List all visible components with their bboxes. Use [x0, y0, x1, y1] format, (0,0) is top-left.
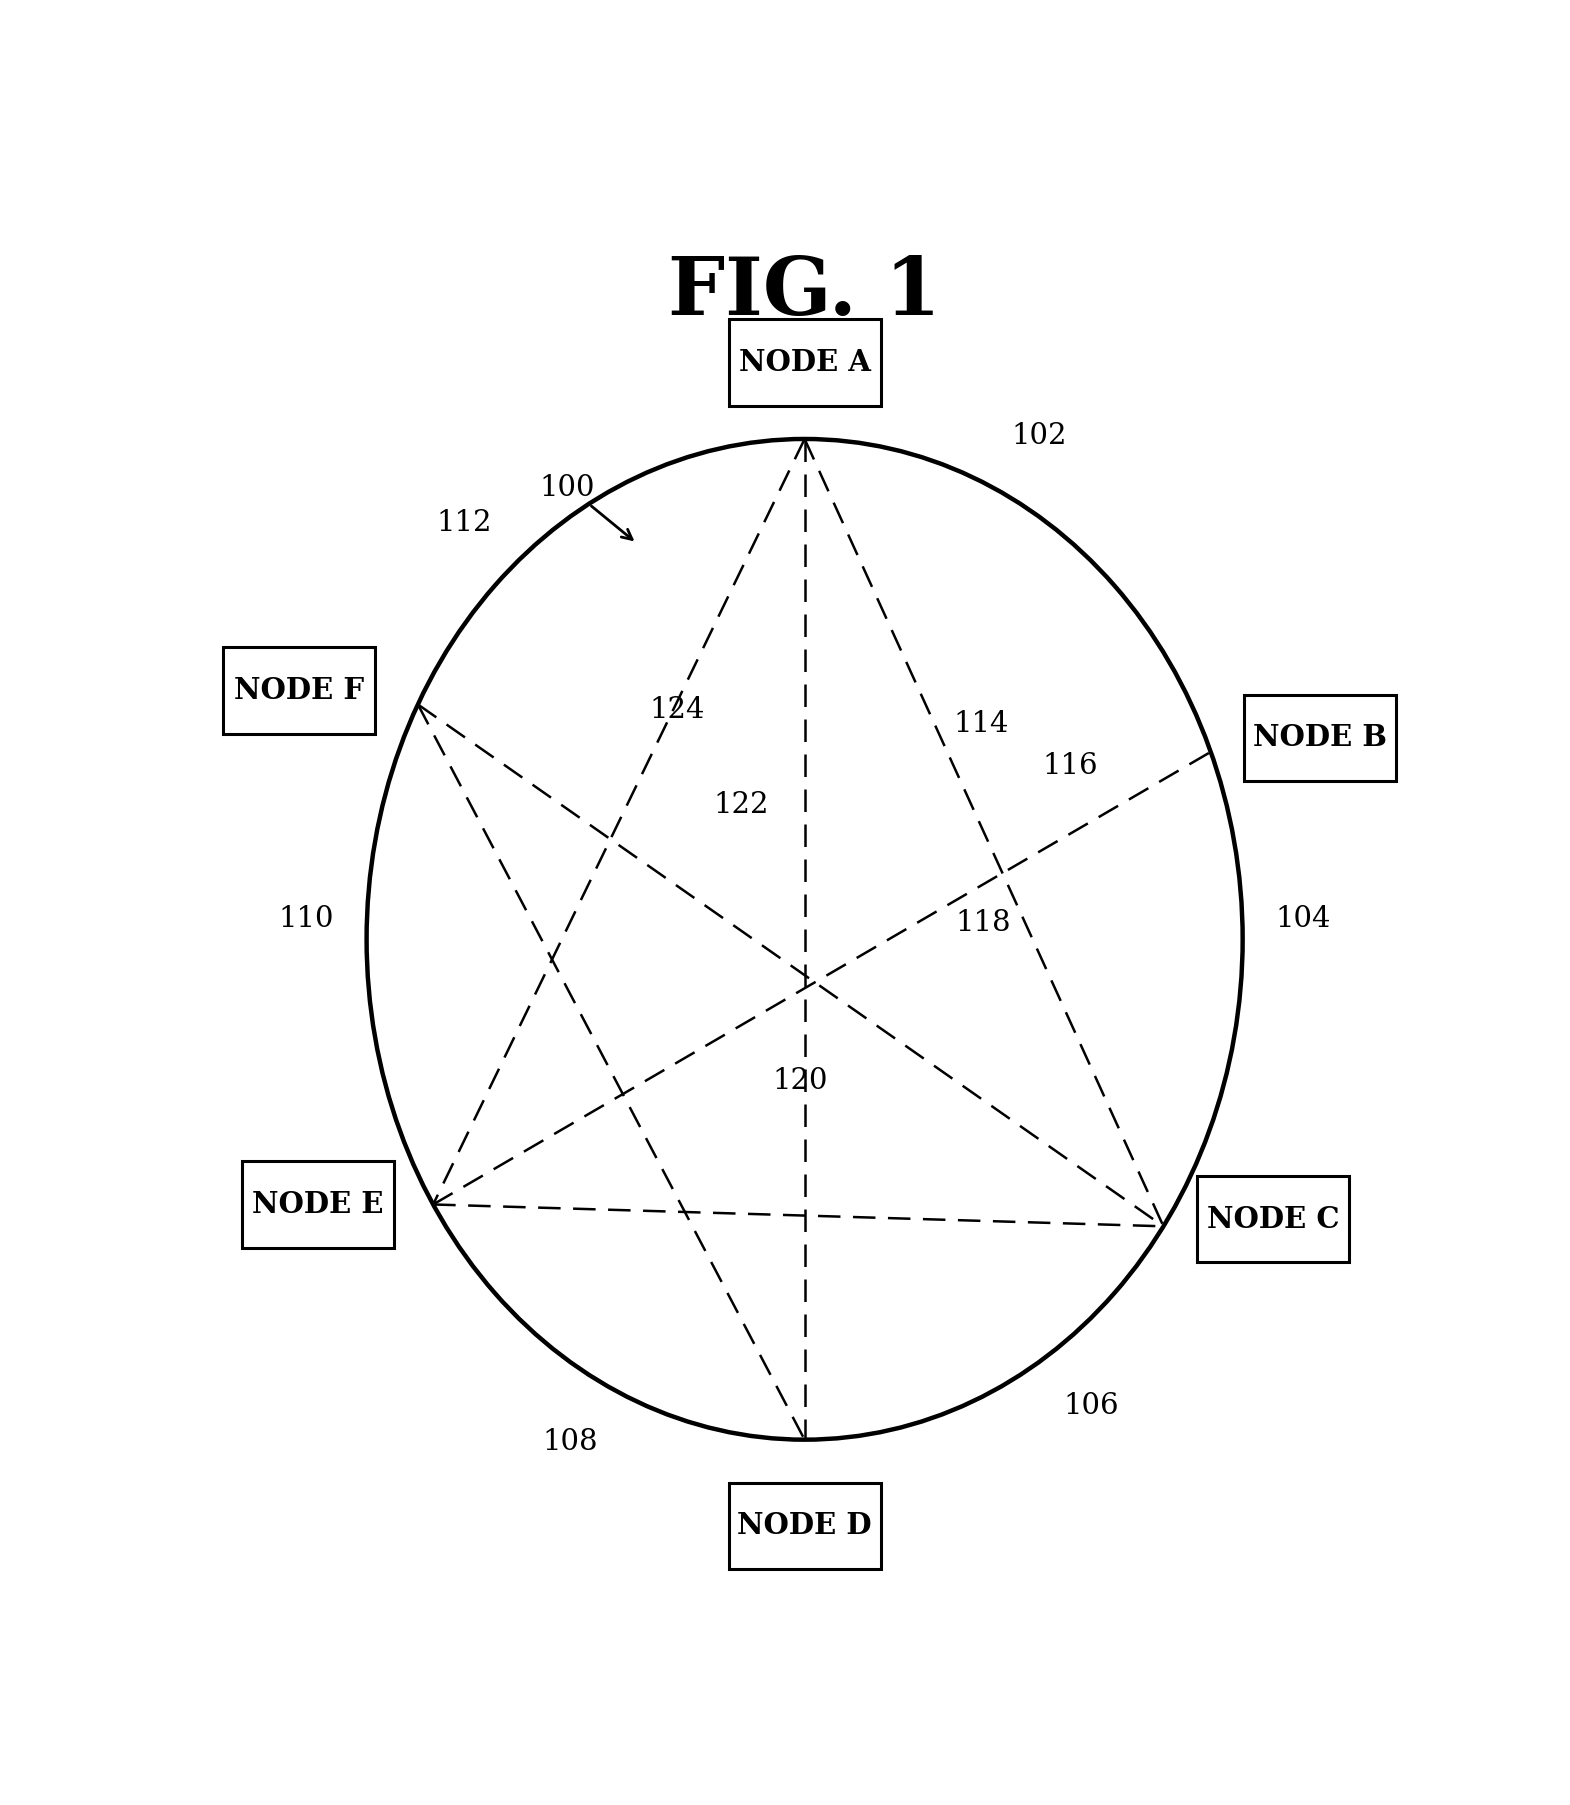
Text: 116: 116 [1042, 751, 1097, 780]
Text: 104: 104 [1275, 906, 1331, 933]
Text: NODE D: NODE D [738, 1511, 871, 1540]
Text: 110: 110 [278, 906, 334, 933]
FancyBboxPatch shape [728, 319, 881, 406]
Text: NODE B: NODE B [1253, 724, 1388, 753]
Text: 122: 122 [714, 791, 769, 818]
Text: 124: 124 [648, 697, 705, 724]
FancyBboxPatch shape [1243, 695, 1396, 782]
FancyBboxPatch shape [1196, 1177, 1349, 1262]
FancyBboxPatch shape [223, 648, 375, 733]
Text: NODE E: NODE E [251, 1189, 383, 1218]
Text: FIG. 1: FIG. 1 [669, 255, 940, 332]
Text: NODE F: NODE F [234, 677, 364, 706]
Text: 114: 114 [953, 709, 1010, 738]
Text: 100: 100 [540, 473, 595, 502]
FancyBboxPatch shape [242, 1161, 394, 1247]
Text: NODE A: NODE A [738, 348, 871, 377]
Text: 120: 120 [772, 1067, 827, 1096]
Text: 106: 106 [1063, 1392, 1118, 1421]
Text: 108: 108 [543, 1428, 598, 1457]
Text: 102: 102 [1011, 422, 1066, 449]
Text: NODE C: NODE C [1207, 1206, 1339, 1235]
Text: 112: 112 [436, 509, 491, 536]
Text: 118: 118 [956, 908, 1011, 937]
FancyBboxPatch shape [728, 1482, 881, 1569]
